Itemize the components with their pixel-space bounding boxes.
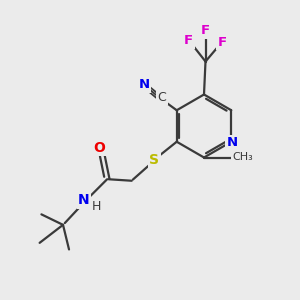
Text: H: H (92, 200, 102, 213)
Text: CH₃: CH₃ (232, 152, 253, 162)
Text: F: F (218, 35, 227, 49)
Text: F: F (201, 24, 210, 37)
Text: O: O (93, 141, 105, 155)
Text: N: N (139, 78, 150, 91)
Text: S: S (149, 153, 159, 167)
Text: N: N (227, 136, 238, 149)
Text: F: F (184, 34, 193, 47)
Text: C: C (158, 91, 166, 103)
Text: N: N (78, 193, 90, 207)
